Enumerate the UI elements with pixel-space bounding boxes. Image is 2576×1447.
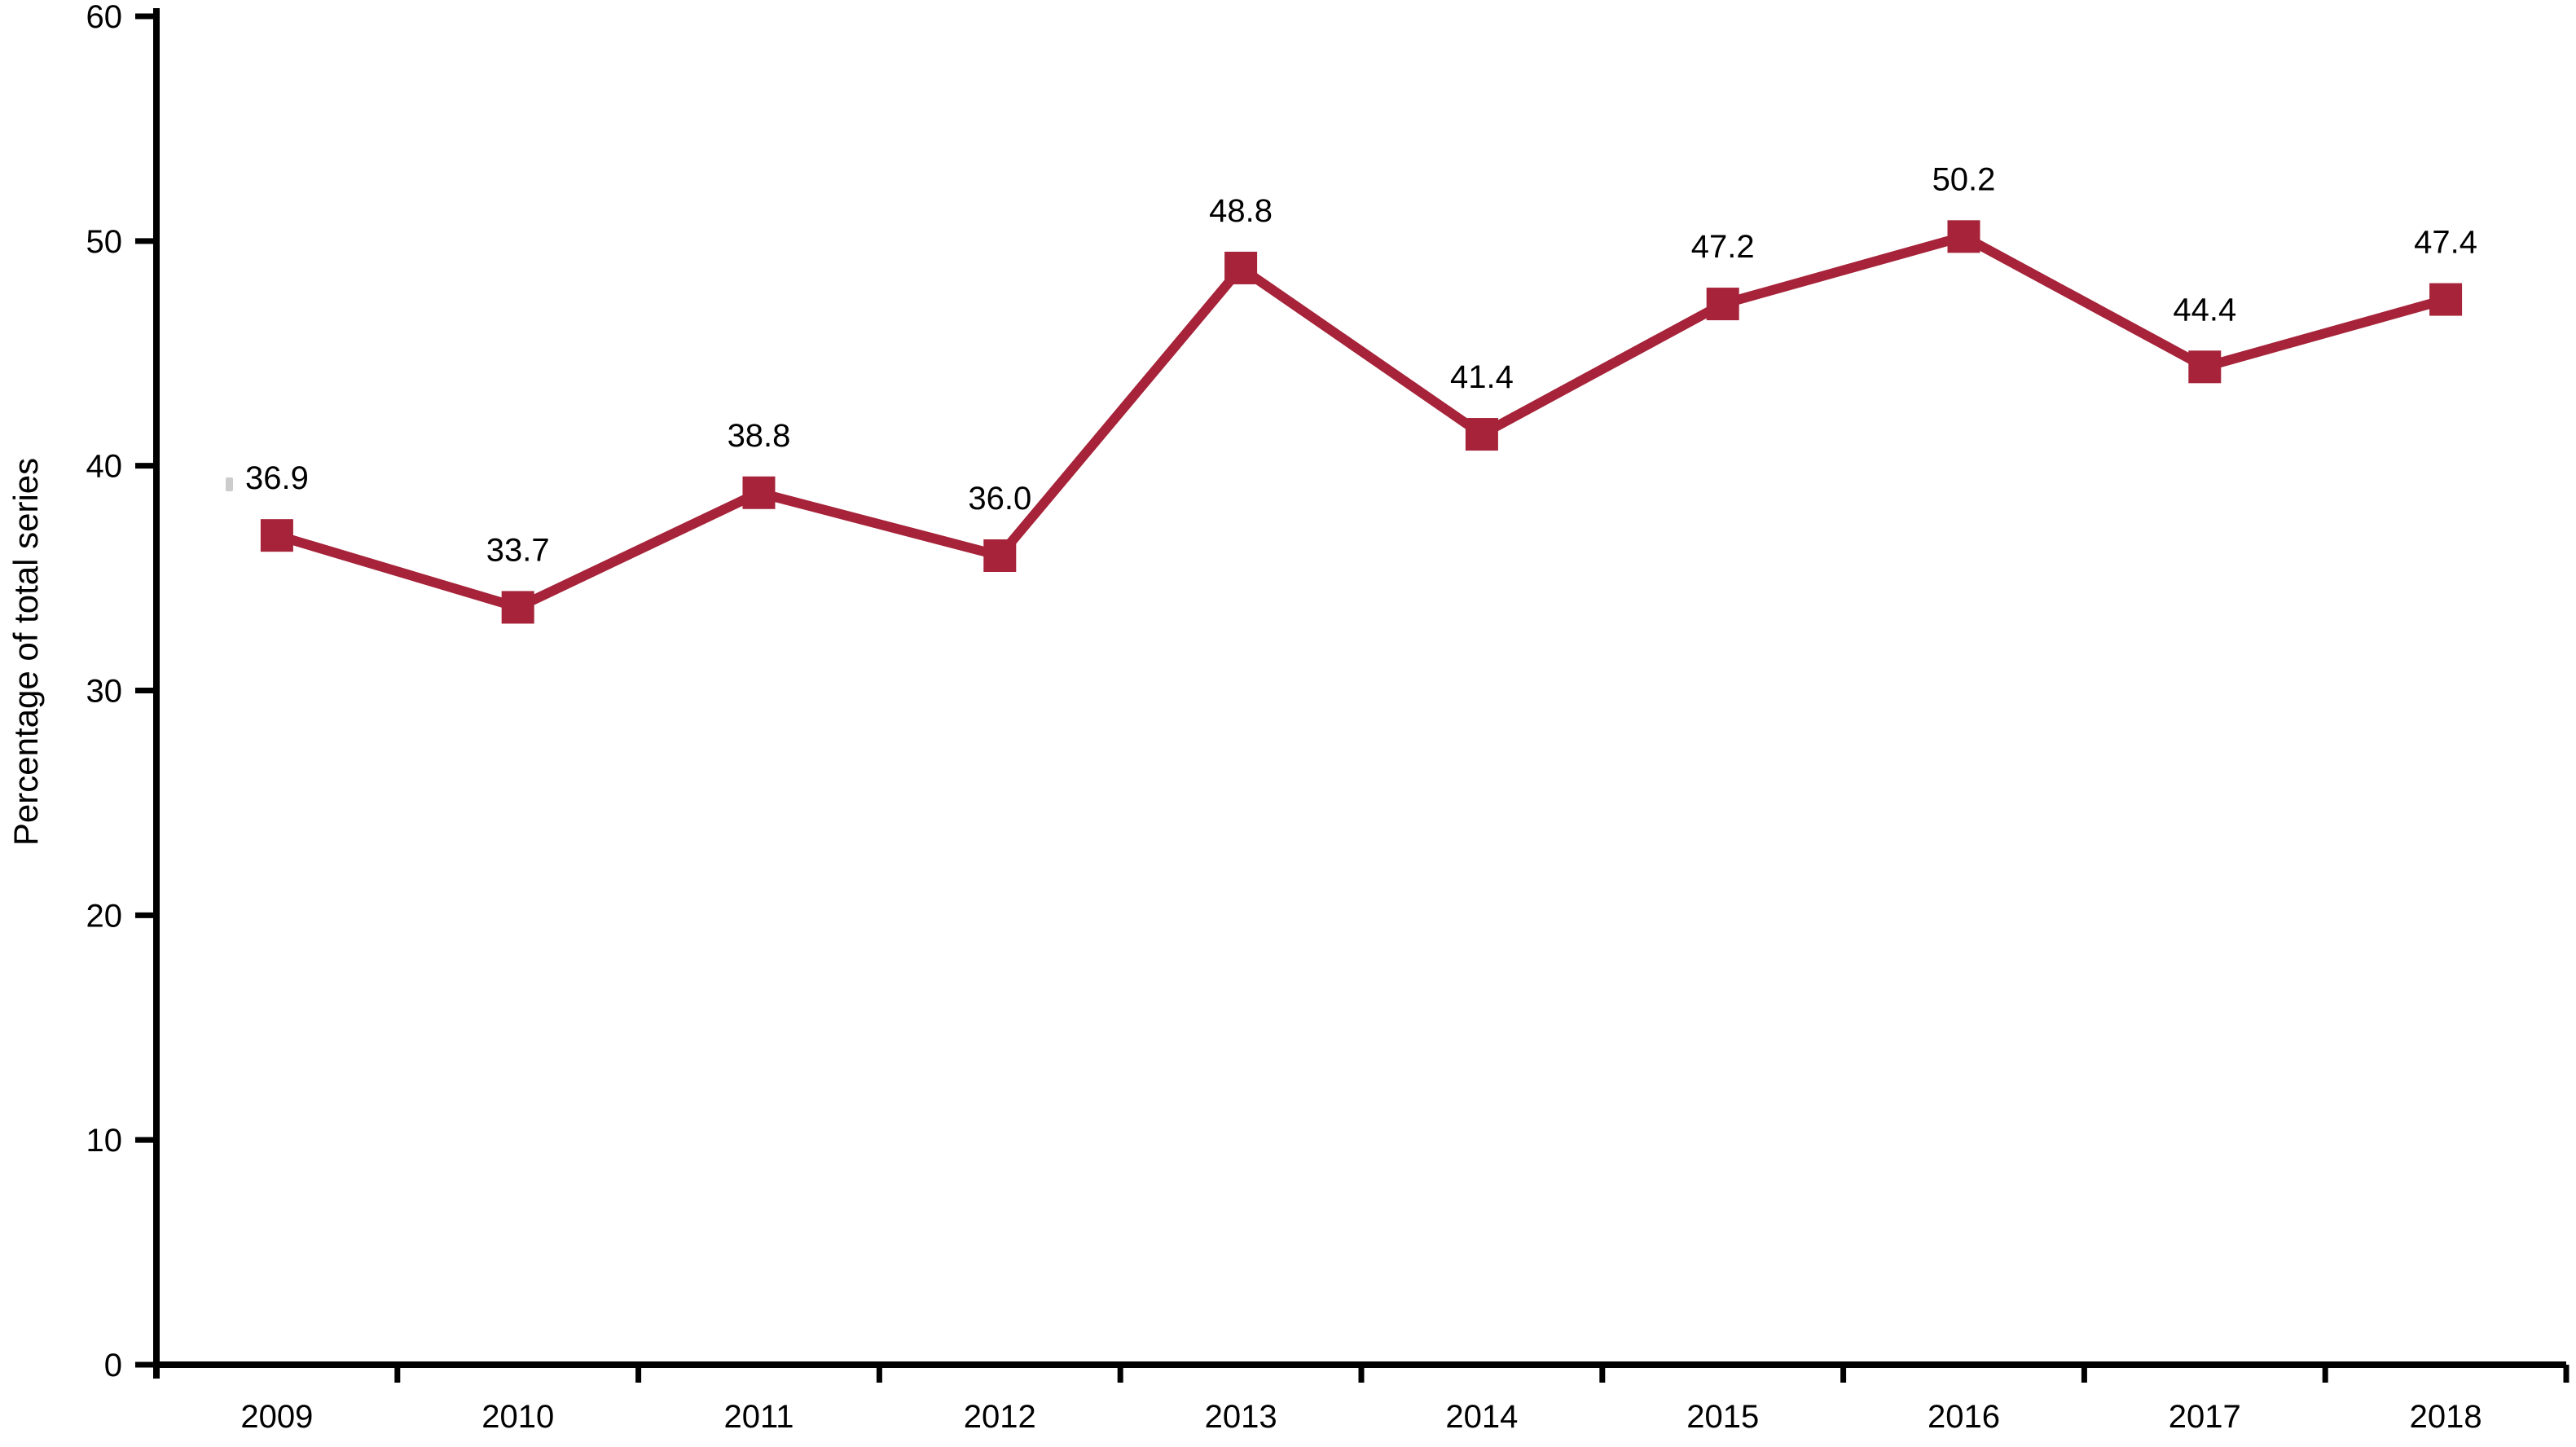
data-point-marker	[2188, 350, 2222, 384]
data-point-marker	[1706, 288, 1739, 321]
data-point-label: 36.9	[245, 460, 309, 496]
y-axis-tick-label: 10	[86, 1123, 123, 1159]
data-point-label: 47.2	[1691, 229, 1755, 265]
x-axis-category-label: 2014	[1445, 1399, 1518, 1435]
data-point-label: 44.4	[2173, 292, 2236, 328]
x-axis-category-label: 2016	[1928, 1399, 2000, 1435]
x-axis-category-label: 2009	[240, 1399, 313, 1435]
data-point-marker	[501, 591, 534, 624]
x-axis-category-label: 2011	[723, 1399, 793, 1435]
y-axis-tick-label: 0	[104, 1348, 122, 1383]
x-axis-category-label: 2015	[1686, 1399, 1759, 1435]
data-point-marker	[1947, 220, 1980, 253]
data-point-label: 47.4	[2414, 225, 2477, 261]
y-axis-tick-label: 60	[86, 0, 123, 35]
data-point-label: 38.8	[728, 418, 791, 454]
x-axis-category-label: 2010	[481, 1399, 554, 1435]
y-axis-tick-label: 40	[86, 449, 123, 485]
y-axis-title: Percentage of total series	[7, 458, 45, 846]
data-point-marker	[983, 539, 1017, 572]
artifact-speck	[226, 477, 233, 491]
data-point-marker	[260, 519, 293, 552]
y-axis-tick-label: 50	[86, 224, 123, 260]
y-axis-tick-label: 20	[86, 898, 123, 934]
data-point-label: 33.7	[486, 532, 550, 568]
data-point-label: 50.2	[1932, 161, 1996, 197]
data-point-marker	[1465, 418, 1498, 451]
y-axis-tick-label: 30	[86, 674, 123, 710]
data-point-marker	[742, 476, 776, 509]
x-axis-category-label: 2013	[1205, 1399, 1277, 1435]
data-point-marker	[2429, 283, 2463, 316]
x-axis-category-label: 2012	[964, 1399, 1036, 1435]
x-axis-category-label: 2018	[2410, 1399, 2482, 1435]
data-point-label: 36.0	[968, 481, 1031, 517]
x-axis-category-label: 2017	[2169, 1399, 2241, 1435]
series-line	[275, 231, 2447, 613]
data-point-label: 48.8	[1209, 193, 1273, 229]
data-point-marker	[1224, 251, 1258, 284]
plot-area: 0 10 20 30 40 50 60 2009 2010 2011 2012 2013 2014 201…	[86, 0, 2569, 1435]
data-point-label: 41.4	[1450, 359, 1514, 395]
